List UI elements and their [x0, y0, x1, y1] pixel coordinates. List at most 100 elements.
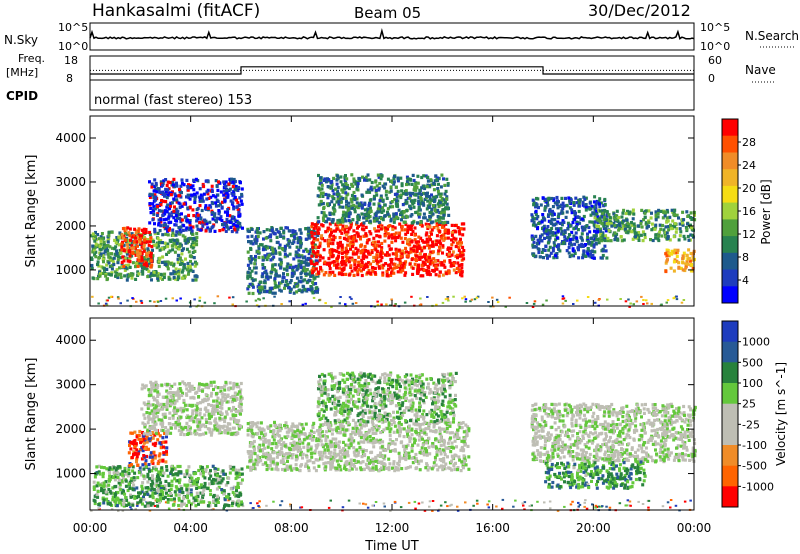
range-cell	[368, 190, 372, 194]
range-cell	[133, 496, 137, 500]
range-cell	[576, 228, 580, 232]
range-cell	[664, 225, 668, 229]
range-cell	[193, 198, 197, 202]
range-cell	[440, 225, 444, 229]
range-cell	[566, 221, 570, 225]
range-cell	[125, 267, 129, 271]
range-cell	[157, 470, 161, 474]
range-cell	[363, 254, 367, 259]
range-cell	[204, 204, 208, 208]
range-cell	[155, 190, 159, 194]
range-cell	[138, 500, 142, 504]
range-cell	[195, 491, 199, 495]
range-cell	[630, 230, 634, 234]
range-cell	[303, 287, 307, 291]
range-cell	[210, 479, 214, 483]
range-cell	[389, 273, 393, 277]
range-cell	[569, 198, 573, 202]
range-cell	[428, 201, 432, 205]
range-cell	[221, 228, 225, 232]
range-cell	[557, 247, 561, 251]
range-cell	[153, 230, 157, 234]
range-cell	[146, 247, 150, 251]
noise-cell	[661, 505, 665, 508]
range-cell	[657, 208, 661, 212]
range-cell	[219, 190, 223, 194]
range-cell	[164, 191, 168, 195]
range-cell	[381, 184, 385, 188]
range-cell	[420, 192, 424, 196]
range-cell	[228, 177, 232, 181]
range-cell	[265, 228, 269, 232]
range-cell	[299, 272, 303, 276]
range-cell	[167, 493, 171, 497]
range-cell	[311, 274, 315, 278]
range-cell	[181, 268, 185, 272]
range-cell	[266, 290, 269, 294]
range-cell	[348, 242, 352, 246]
range-cell	[570, 243, 574, 247]
range-cell	[228, 187, 232, 191]
range-cell	[154, 181, 158, 186]
range-cell	[416, 174, 420, 178]
range-cell	[197, 502, 200, 506]
range-cell	[394, 231, 398, 235]
noise-cell	[448, 504, 452, 507]
range-cell	[625, 218, 629, 222]
range-cell	[108, 471, 112, 475]
range-cell	[564, 196, 567, 200]
range-cell	[128, 234, 132, 238]
range-cell	[448, 254, 452, 258]
range-cell	[270, 246, 274, 250]
range-cell	[269, 275, 272, 279]
range-cell	[571, 237, 575, 241]
range-cell	[352, 196, 356, 200]
range-cell	[360, 260, 364, 265]
range-cell	[213, 478, 217, 482]
range-cell	[129, 431, 133, 435]
noise-cell	[121, 509, 125, 512]
range-cell	[185, 226, 189, 230]
range-cell	[208, 220, 212, 224]
range-cell	[377, 186, 381, 191]
range-cell	[317, 173, 320, 178]
range-cell	[347, 236, 351, 240]
range-cell	[415, 249, 419, 253]
range-cell	[214, 201, 218, 205]
range-cell	[327, 244, 330, 248]
range-cell	[409, 194, 413, 198]
range-cell	[437, 182, 440, 186]
range-cell	[232, 190, 236, 194]
range-cell	[192, 244, 196, 248]
range-cell	[617, 226, 621, 231]
range-cell	[237, 203, 241, 207]
range-cell	[204, 207, 208, 211]
range-cell	[156, 489, 160, 493]
range-cell	[145, 251, 149, 255]
range-cell	[131, 469, 135, 473]
range-cell	[345, 193, 349, 197]
noise-cell	[254, 299, 258, 302]
range-cell	[367, 251, 370, 255]
range-cell	[643, 235, 647, 240]
range-cell	[585, 250, 589, 254]
range-cell	[214, 498, 218, 502]
range-cell	[413, 185, 417, 189]
noise-cell	[512, 505, 515, 508]
range-cell	[573, 251, 577, 255]
noise-cell	[376, 303, 380, 306]
range-cell	[376, 210, 380, 214]
range-cell	[100, 489, 103, 493]
range-cell	[116, 258, 120, 262]
range-cell	[419, 222, 422, 226]
range-cell	[301, 284, 305, 288]
range-cell	[232, 222, 236, 226]
range-cell	[96, 233, 100, 237]
range-cell	[286, 262, 290, 266]
range-cell	[193, 192, 196, 196]
range-cell	[643, 215, 647, 220]
range-cell	[404, 222, 408, 226]
range-cell	[169, 491, 173, 496]
range-cell	[391, 267, 395, 271]
colorbar-swatch	[722, 252, 738, 270]
